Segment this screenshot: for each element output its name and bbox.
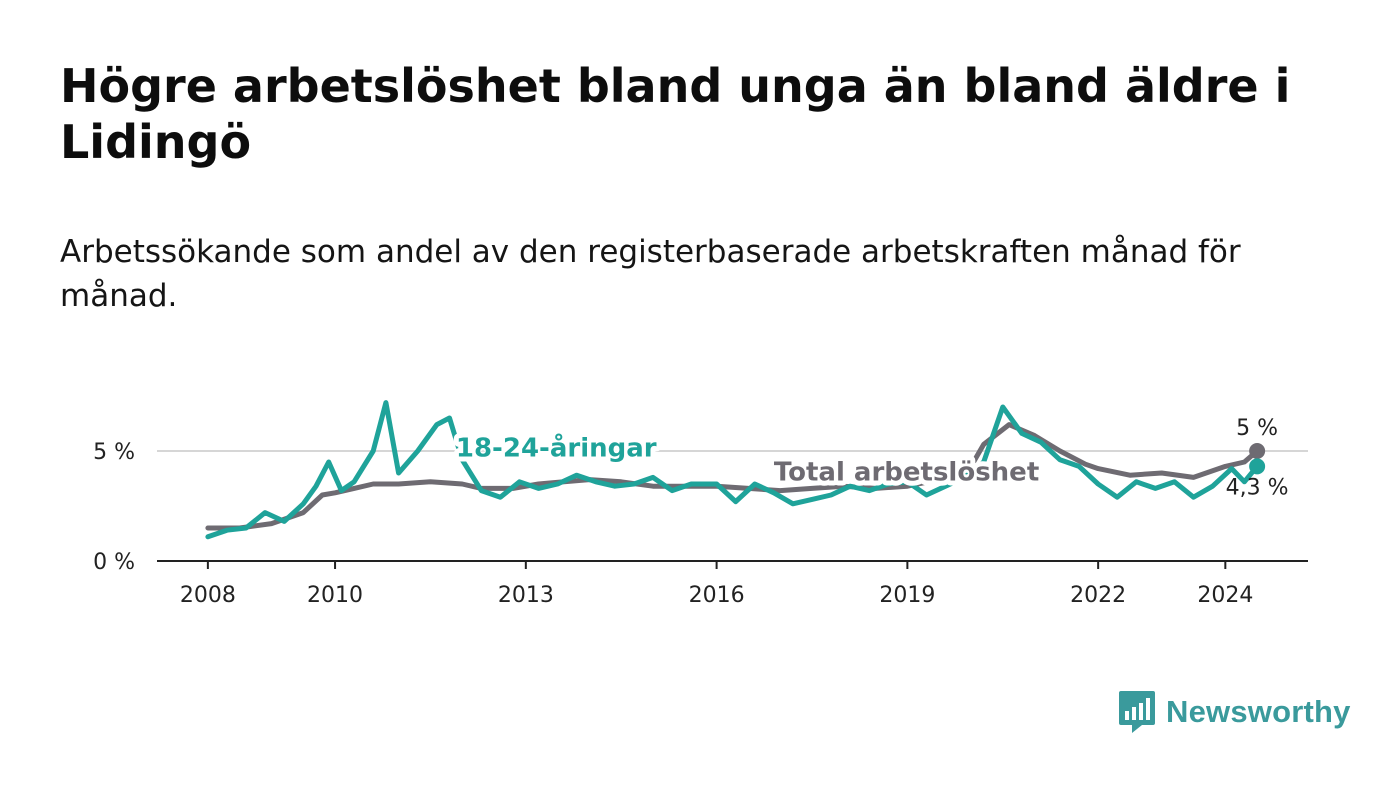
chart-subtitle: Arbetssökande som andel av den registerb… xyxy=(60,234,1241,314)
series-layer xyxy=(205,400,1266,540)
series-line-youth xyxy=(205,400,1260,540)
x-tick-label: 2019 xyxy=(879,583,935,608)
end-value-label-youth: 4,3 % xyxy=(1226,475,1289,500)
series-line-total xyxy=(205,422,1260,531)
x-tick-label: 2013 xyxy=(498,583,554,608)
axis-layer: 0 % 5 % 2008 2010 2013 2016 2019 2022 2024 xyxy=(93,440,1308,608)
x-tick-label: 2024 xyxy=(1197,583,1253,608)
chart-title: Högre arbetslöshet bland unga än bland ä… xyxy=(60,59,1291,169)
series-label-total: Total arbetslöshet xyxy=(774,458,1039,488)
x-tick-label: 2010 xyxy=(307,583,363,608)
x-tick-label: 2022 xyxy=(1070,583,1126,608)
brand-logo: Newsworthy xyxy=(1118,688,1351,736)
series-label-total-halo: Total arbetslöshet xyxy=(774,458,1039,488)
end-point-marker xyxy=(1249,443,1266,459)
series-label-youth-halo: 18-24-åringar xyxy=(456,432,657,464)
chart-bubble-icon xyxy=(1119,691,1155,733)
x-tick-label: 2016 xyxy=(689,583,745,608)
x-tick-label: 2008 xyxy=(180,583,236,608)
series-label-youth: 18-24-åringar xyxy=(456,432,657,464)
y-tick-label: 0 % xyxy=(93,550,135,575)
brand-name: Newsworthy xyxy=(1166,694,1351,729)
y-tick-label: 5 % xyxy=(93,440,135,465)
line-chart: 0 % 5 % 2008 2010 2013 2016 2019 2022 2024 18-24… xyxy=(93,400,1308,608)
end-value-label-total: 5 % xyxy=(1236,416,1278,441)
end-point-marker xyxy=(1249,458,1266,475)
